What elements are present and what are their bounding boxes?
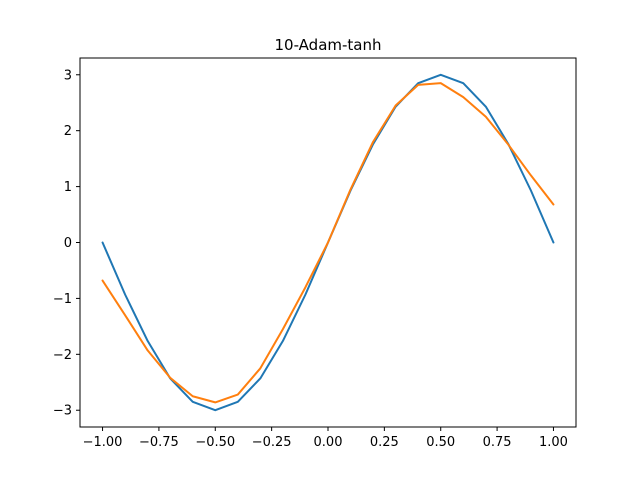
y-tick-label: 3 [64,68,72,83]
y-tick-label: 2 [64,124,72,139]
series-layer [101,73,555,412]
y-tick-label: 1 [64,180,72,195]
series-line-2 [101,82,555,404]
x-tick-label: 0.75 [483,435,512,450]
x-tick-label: −0.25 [252,435,292,450]
y-tick-label: −3 [53,404,72,419]
y-tick-label: 0 [64,236,72,251]
x-tick-label: 1.00 [539,435,568,450]
y-tick-label: −1 [53,292,72,307]
x-tick-label: 0.50 [426,435,455,450]
y-axis: −3 −2 −1 0 1 2 3 [53,68,80,419]
x-axis: −1.00 −0.75 −0.50 −0.25 0.00 0.25 0.50 0.75 1.00 [83,427,568,450]
y-tick-label: −2 [53,348,72,363]
chart-title: 10-Adam-tanh [275,36,382,54]
x-tick-label: −0.75 [139,435,179,450]
x-tick-label: 0.00 [314,435,343,450]
x-tick-label: 0.25 [370,435,399,450]
x-tick-label: −0.50 [195,435,235,450]
x-tick-label: −1.00 [83,435,123,450]
